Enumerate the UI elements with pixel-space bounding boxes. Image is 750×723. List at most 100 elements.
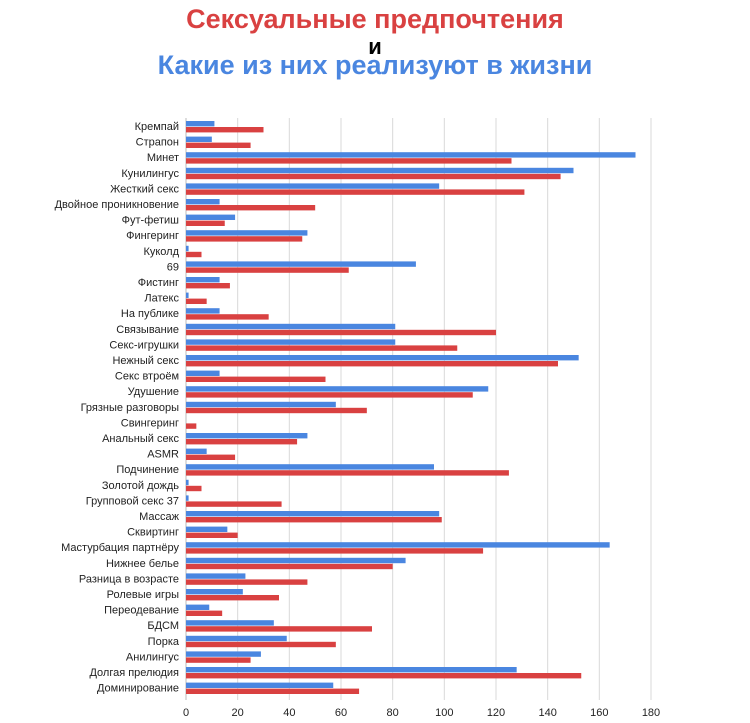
category-label: Свингеринг xyxy=(121,417,179,429)
bar-realized xyxy=(186,604,210,610)
bar-realized xyxy=(186,433,308,439)
bar-realized xyxy=(186,183,440,189)
bar-realized xyxy=(186,230,308,236)
category-label: Анальный секс xyxy=(102,433,179,445)
category-label: Массаж xyxy=(139,511,180,523)
bar-realized xyxy=(186,667,517,673)
category-label: Ролевые игры xyxy=(107,589,179,601)
category-label: Золотой дождь xyxy=(102,480,179,492)
category-label: Групповой секс 37 xyxy=(86,495,179,507)
x-tick-label: 40 xyxy=(283,707,295,719)
bar-preference xyxy=(186,688,360,694)
bar-realized xyxy=(186,386,489,392)
bar-realized xyxy=(186,277,220,283)
bar-realized xyxy=(186,448,207,454)
category-label: Жесткий секс xyxy=(110,183,179,195)
category-label: Нежный секс xyxy=(112,355,179,367)
category-label: ASMR xyxy=(147,449,179,461)
bar-preference xyxy=(186,173,561,180)
x-tick-label: 100 xyxy=(435,707,453,719)
bar-realized xyxy=(186,557,406,564)
bar-realized xyxy=(186,635,287,642)
category-label: Страпон xyxy=(136,137,179,149)
bar-preference xyxy=(186,626,372,632)
bar-realized xyxy=(186,136,212,142)
category-label: БДСМ xyxy=(147,620,179,632)
bar-preference xyxy=(186,236,303,242)
bar-realized xyxy=(186,479,189,486)
category-label: Фингеринг xyxy=(126,230,179,242)
bar-preference xyxy=(186,142,251,148)
bar-preference xyxy=(186,205,316,211)
x-tick-label: 140 xyxy=(538,707,556,719)
category-label: Удушение xyxy=(128,386,179,398)
bar-realized xyxy=(186,589,243,595)
bar-realized xyxy=(186,245,189,252)
bar-realized xyxy=(186,323,396,330)
bar-preference xyxy=(186,251,202,258)
bar-realized xyxy=(186,542,610,548)
chart-title-preferences: Сексуальные предпочтения xyxy=(186,4,564,34)
bar-realized xyxy=(186,339,396,345)
category-label: Фут-фетиш xyxy=(122,215,180,227)
category-label: На публике xyxy=(121,308,179,320)
category-label: Мастурбация партнёру xyxy=(61,542,179,554)
category-label: Грязные разговоры xyxy=(81,402,179,414)
category-label: Фистинг xyxy=(138,277,179,289)
bar-preference xyxy=(186,532,238,538)
bar-realized xyxy=(186,308,220,314)
x-tick-label: 180 xyxy=(642,707,660,719)
bar-realized xyxy=(186,573,246,579)
bar-realized xyxy=(186,355,579,361)
bar-preference xyxy=(186,220,225,226)
bar-preference xyxy=(186,314,269,320)
category-label: Связывание xyxy=(116,324,179,336)
bar-realized xyxy=(186,214,236,220)
bar-realized xyxy=(186,620,274,626)
category-label: Нижнее белье xyxy=(106,558,179,570)
category-label: Кунилингус xyxy=(121,168,179,180)
bar-preference xyxy=(186,361,558,367)
bar-preference xyxy=(186,548,484,554)
bar-preference xyxy=(186,392,473,398)
bar-realized xyxy=(186,167,574,174)
bar-realized xyxy=(186,292,189,298)
bar-preference xyxy=(186,283,230,289)
category-label: 69 xyxy=(167,261,179,273)
bar-preference xyxy=(186,267,349,273)
bar-realized xyxy=(186,682,334,688)
bar-preference xyxy=(186,407,367,414)
bar-preference xyxy=(186,454,236,460)
bar-preference xyxy=(186,579,308,585)
x-tick-label: 80 xyxy=(387,707,399,719)
bar-realized xyxy=(186,121,215,127)
bar-preference xyxy=(186,485,202,492)
bar-preference xyxy=(186,439,298,445)
bar-preference xyxy=(186,158,512,164)
bar-preference xyxy=(186,501,282,507)
bar-preference xyxy=(186,423,197,429)
x-tick-label: 120 xyxy=(487,707,505,719)
bar-realized xyxy=(186,464,434,470)
category-label: Анилингус xyxy=(126,651,180,663)
category-label: Сквиртинг xyxy=(127,527,179,539)
bar-preference xyxy=(186,470,509,476)
category-label: Латекс xyxy=(144,293,179,305)
category-label: Долгая прелюдия xyxy=(89,667,179,679)
category-label: Порка xyxy=(148,636,180,648)
bar-realized xyxy=(186,370,220,376)
bar-preference xyxy=(186,610,223,616)
chart-title-conjunction: и xyxy=(368,34,382,59)
bar-realized xyxy=(186,261,416,267)
x-tick-label: 0 xyxy=(183,707,189,719)
bar-preference xyxy=(186,376,326,382)
bar-preference xyxy=(186,641,336,648)
x-tick-label: 160 xyxy=(590,707,608,719)
bar-preference xyxy=(186,189,525,195)
category-label: Куколд xyxy=(143,246,179,258)
bar-realized xyxy=(186,199,220,205)
bar-preference xyxy=(186,345,458,351)
category-label: Секс втроём xyxy=(115,371,179,383)
bar-preference xyxy=(186,298,207,304)
bar-realized xyxy=(186,152,636,158)
